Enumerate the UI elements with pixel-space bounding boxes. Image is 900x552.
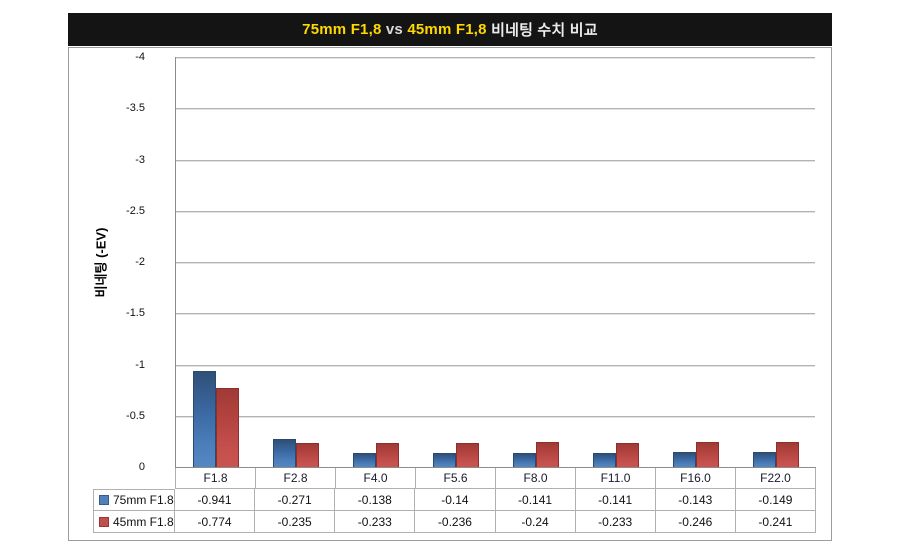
category-label: F11.0	[576, 468, 656, 488]
gridline	[176, 365, 815, 366]
value-cell: -0.14	[415, 489, 496, 511]
legend-cell: 75mm F1.8	[93, 489, 175, 511]
bar-group-f16_0	[656, 57, 736, 467]
value-cells: -0.774 -0.235 -0.233 -0.236 -0.24 -0.233 -0.24…	[175, 511, 816, 533]
y-tick-label: -0.5	[126, 410, 145, 422]
value-cell: -0.236	[415, 511, 496, 533]
bar-75mm-f8_0	[513, 452, 536, 467]
value-cell: -0.138	[335, 489, 416, 511]
legend-series-name: 75mm F1.8	[113, 493, 174, 507]
category-label: F22.0	[736, 468, 816, 488]
value-cell: -0.233	[335, 511, 416, 533]
bar-45mm-f5_6	[456, 442, 479, 467]
gridline	[176, 108, 815, 109]
value-cell: -0.241	[735, 511, 816, 533]
category-label: F5.6	[416, 468, 496, 488]
bar-45mm-f22_0	[776, 442, 799, 467]
value-cell: -0.141	[575, 489, 656, 511]
bar-group-f2_8	[256, 57, 336, 467]
bar-group-f8_0	[496, 57, 576, 467]
bar-75mm-f16_0	[673, 452, 696, 467]
bar-75mm-f5_6	[433, 452, 456, 467]
y-tick-label: -2	[135, 256, 145, 268]
value-cell: -0.246	[655, 511, 736, 533]
bar-group-f5_6	[416, 57, 496, 467]
bar-75mm-f1_8	[193, 370, 216, 467]
category-label: F8.0	[496, 468, 576, 488]
y-tick-label: -3.5	[126, 102, 145, 114]
chart-frame: 비네팅 (-EV) -4 -3.5 -3 -2.5 -2 -1.5 -1 -0.5 0 F1.8…	[68, 47, 832, 541]
legend-series-name: 45mm F1.8	[113, 514, 174, 529]
gridline	[176, 211, 815, 212]
bar-group-f11_0	[576, 57, 656, 467]
value-cell: -0.141	[495, 489, 576, 511]
bar-group-f4_0	[336, 57, 416, 467]
value-cell: -0.149	[735, 489, 816, 511]
plot-area: -4 -3.5 -3 -2.5 -2 -1.5 -1 -0.5 0	[126, 52, 816, 473]
gridline	[176, 313, 815, 314]
bar-45mm-f1_8	[216, 387, 239, 467]
y-tick-label: -1.5	[126, 307, 145, 319]
legend-swatch-blue-icon	[99, 495, 109, 505]
gridline	[176, 262, 815, 263]
legend-cell: 45mm F1.8	[93, 511, 175, 533]
y-tick-label: -4	[135, 51, 145, 63]
category-label: F16.0	[656, 468, 736, 488]
bar-45mm-f11_0	[616, 443, 639, 467]
title-segment-lens1: 75mm F1,8	[302, 21, 382, 38]
value-cell: -0.271	[255, 489, 336, 511]
value-cell: -0.235	[255, 511, 336, 533]
title-segment-lens2: 45mm F1,8	[407, 21, 487, 38]
bar-75mm-f2_8	[273, 439, 296, 467]
y-tick-label: -3	[135, 154, 145, 166]
bar-75mm-f4_0	[353, 452, 376, 467]
y-tick-label: 0	[138, 461, 145, 473]
category-label: F2.8	[256, 468, 336, 488]
category-label: F1.8	[175, 468, 256, 488]
title-segment-korean: 비네팅 수치 비교	[491, 22, 598, 39]
legend-swatch-red-icon	[99, 516, 109, 527]
bar-45mm-f16_0	[696, 441, 719, 467]
bar-group-f1_8	[176, 57, 256, 467]
value-cell: -0.233	[575, 511, 656, 533]
chart-title-bar: 75mm F1,8 vs 45mm F1,8 비네팅 수치 비교	[68, 13, 832, 46]
bar-45mm-f8_0	[536, 442, 559, 467]
category-label: F4.0	[336, 468, 416, 488]
category-axis-row: F1.8 F2.8 F4.0 F5.6 F8.0 F11.0 F16.0 F22.0	[175, 467, 816, 489]
table-row-75mm-f1-8: 75mm F1.8 -0.941 -0.271 -0.138 -0.14 -0.141 -0…	[93, 489, 816, 511]
y-tick-label: -1	[135, 359, 145, 371]
y-tick-label: -2.5	[126, 205, 145, 217]
gridline	[176, 57, 815, 58]
gridline	[176, 416, 815, 417]
value-cell: -0.24	[495, 511, 576, 533]
bar-75mm-f22_0	[753, 451, 776, 467]
bar-45mm-f4_0	[376, 443, 399, 467]
value-cell: -0.941	[175, 489, 256, 511]
bar-45mm-f2_8	[296, 442, 319, 467]
value-cell: -0.774	[175, 511, 256, 533]
bar-75mm-f11_0	[593, 452, 616, 467]
value-cells: -0.941 -0.271 -0.138 -0.14 -0.141 -0.141 -0.14…	[175, 489, 816, 511]
bar-group-f22_0	[736, 57, 816, 467]
gridline	[176, 160, 815, 161]
table-row-45mm-f1-8: 45mm F1.8 -0.774 -0.235 -0.233 -0.236 -0.24 -0…	[93, 511, 816, 533]
title-segment-vs: vs	[381, 21, 408, 38]
value-cell: -0.143	[655, 489, 736, 511]
